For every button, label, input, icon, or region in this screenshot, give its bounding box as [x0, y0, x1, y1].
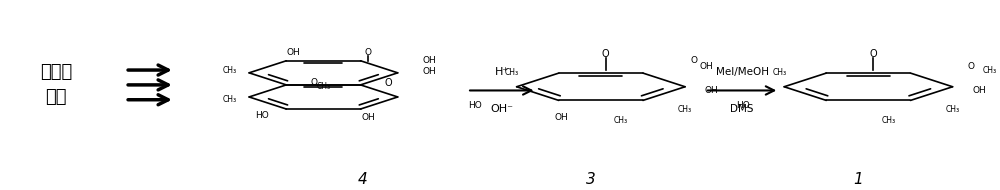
Text: HO: HO	[468, 101, 482, 110]
Text: 1: 1	[854, 172, 863, 187]
Text: O: O	[602, 49, 610, 59]
Text: O: O	[384, 78, 392, 88]
Text: HO: HO	[736, 101, 749, 110]
Text: OH: OH	[422, 67, 436, 76]
Text: DMS: DMS	[730, 104, 754, 114]
Text: H⁺: H⁺	[495, 67, 509, 77]
Text: OH: OH	[422, 56, 436, 65]
Text: CH₃: CH₃	[505, 68, 519, 77]
Text: 土曲霉
发酵: 土曲霉 发酵	[40, 63, 72, 106]
Text: O: O	[365, 48, 372, 57]
Text: OH: OH	[554, 113, 568, 122]
Text: CH₃: CH₃	[222, 95, 236, 104]
Text: CH₃: CH₃	[881, 116, 895, 125]
Text: 3: 3	[586, 172, 596, 187]
Text: O: O	[870, 49, 877, 59]
Text: CH₃: CH₃	[316, 82, 330, 91]
Text: OH⁻: OH⁻	[490, 104, 513, 114]
Text: OH: OH	[705, 86, 719, 95]
Text: OH: OH	[972, 86, 986, 95]
Text: O: O	[690, 56, 697, 65]
Text: CH₃: CH₃	[946, 105, 960, 113]
Text: CH₃: CH₃	[678, 105, 692, 113]
Text: MeI/MeOH: MeI/MeOH	[716, 67, 769, 77]
Text: OH: OH	[361, 113, 375, 122]
Text: CH₃: CH₃	[982, 66, 996, 74]
Text: CH₃: CH₃	[772, 68, 786, 77]
Text: O: O	[310, 78, 317, 87]
Text: OH: OH	[287, 48, 301, 57]
Text: CH₃: CH₃	[222, 66, 236, 74]
Text: CH₃: CH₃	[614, 116, 628, 125]
Text: 4: 4	[358, 172, 368, 187]
Text: O: O	[967, 62, 974, 71]
Text: HO: HO	[255, 111, 269, 120]
Text: OH: OH	[700, 62, 714, 71]
